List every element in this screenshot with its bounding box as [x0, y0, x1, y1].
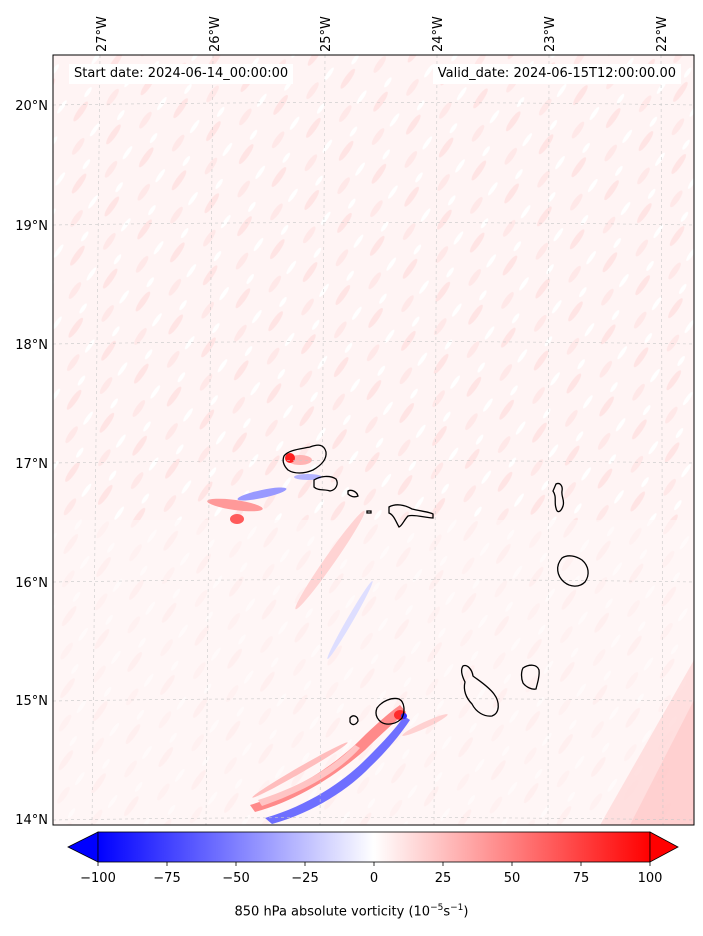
coastlines [282, 444, 589, 726]
colorbar-tick: −75 [153, 871, 180, 886]
lat-label: 19°N [15, 219, 48, 234]
lat-label: 18°N [15, 338, 48, 353]
colorbar-extend-low [67, 831, 99, 863]
colorbar: −100 −75 −50 −25 0 25 50 75 100 [67, 831, 679, 886]
island-santiago [460, 664, 499, 717]
colorbar-tick: −50 [222, 871, 249, 886]
lat-label: 15°N [15, 694, 48, 709]
island-raso [366, 510, 372, 514]
lon-label: 22°W [655, 16, 670, 52]
island-sao-nicolau [388, 504, 434, 528]
lon-label: 26°W [208, 16, 223, 52]
lon-label: 23°W [543, 16, 558, 52]
island-fogo [375, 697, 405, 725]
colorbar-tick: −100 [80, 871, 116, 886]
island-brava [349, 715, 359, 726]
lon-label: 25°W [319, 16, 334, 52]
vorticity-field [53, 55, 694, 825]
colorbar-tick: 75 [573, 871, 590, 886]
island-santa-luzia [347, 489, 359, 498]
colorbar-extend-high [649, 831, 679, 863]
lon-label: 24°W [431, 16, 446, 52]
island-sao-vicente [313, 475, 338, 492]
island-maio [520, 664, 540, 690]
colorbar-tick: 50 [504, 871, 521, 886]
latitude-labels: 20°N 19°N 18°N 17°N 16°N 15°N 14°N [15, 99, 48, 828]
lat-label: 14°N [15, 813, 48, 828]
colorbar-tick: 0 [370, 871, 378, 886]
lon-label: 27°W [95, 16, 110, 52]
colorbar-tick: −25 [291, 871, 318, 886]
start-date-label: Start date: 2024-06-14_00:00:00 [69, 64, 294, 84]
island-sal [552, 482, 565, 513]
colorbar-tick: 100 [638, 871, 663, 886]
valid-date-label: Valid_date: 2024-06-15T12:00:00.00 [432, 64, 681, 84]
map-frame [52, 54, 695, 826]
lat-label: 16°N [15, 576, 48, 591]
colorbar-gradient [98, 832, 650, 862]
lat-label: 17°N [15, 457, 48, 472]
longitude-labels: 27°W 26°W 25°W 24°W 23°W 22°W [95, 16, 670, 52]
colorbar-tick: 25 [435, 871, 452, 886]
lat-label: 20°N [15, 99, 48, 114]
gridlines [53, 55, 694, 825]
island-boa-vista [557, 555, 589, 587]
island-santo-antao [282, 444, 327, 474]
colorbar-title: 850 hPa absolute vorticity (10−5s−1) [234, 903, 469, 920]
